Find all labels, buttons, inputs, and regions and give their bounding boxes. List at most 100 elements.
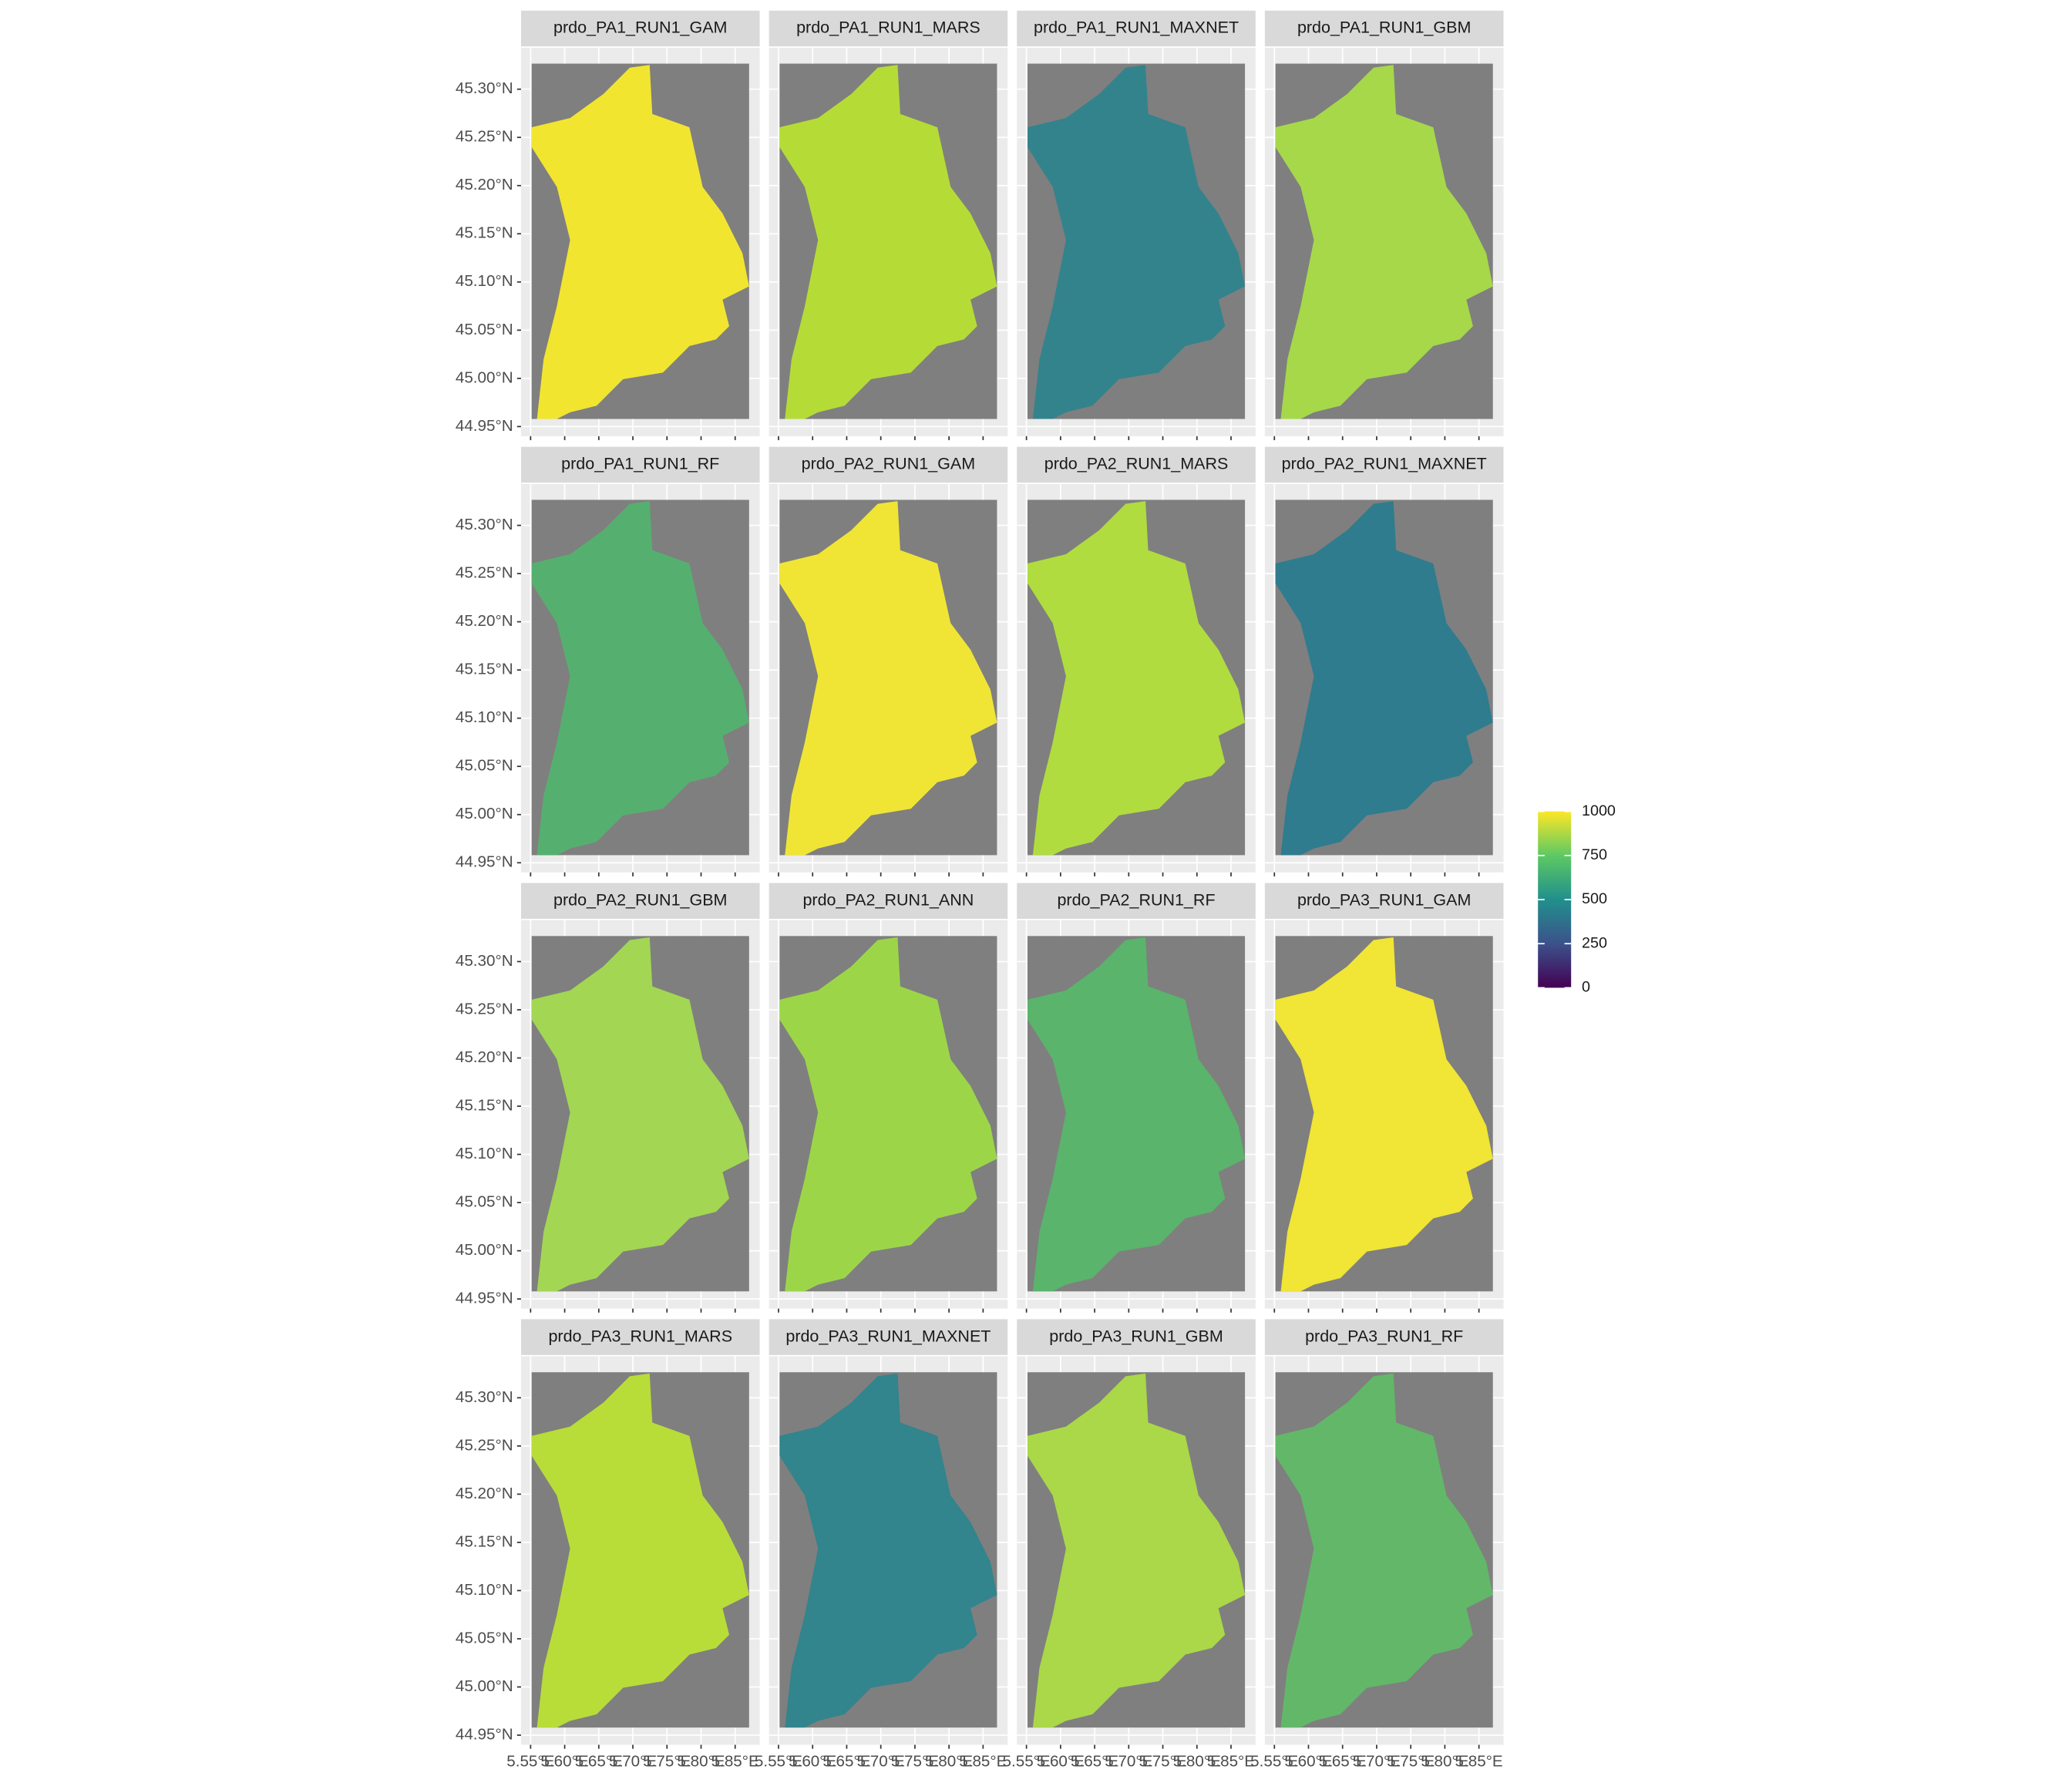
x-tick-label: 5.75°E: [1387, 1752, 1435, 1770]
x-tick-label: 5.70°E: [1105, 1752, 1152, 1770]
y-tick-label: 45.30°N: [456, 516, 513, 533]
prediction-raster: [531, 937, 749, 1292]
strip: [769, 883, 1008, 919]
y-tick-label: 45.25°N: [456, 564, 513, 582]
strip: [520, 10, 760, 47]
y-tick-label: 45.25°N: [456, 1000, 513, 1018]
legend-label: 1000: [1582, 802, 1616, 819]
x-tick-label: 5.70°E: [609, 1752, 657, 1770]
x-tick-label: 5.65°E: [1071, 1752, 1118, 1770]
y-tick-label: 45.05°N: [456, 321, 513, 338]
prediction-raster: [779, 937, 997, 1292]
y-tick-label: 45.10°N: [456, 1145, 513, 1162]
x-tick-label: 5.65°E: [822, 1752, 870, 1770]
y-tick-label: 44.95°N: [456, 1725, 513, 1743]
y-tick-label: 45.00°N: [456, 805, 513, 822]
y-tick-label: 45.15°N: [456, 1096, 513, 1114]
x-tick-label: 5.65°E: [575, 1752, 623, 1770]
x-tick-label: 5.55°E: [755, 1752, 802, 1770]
x-tick-label: 5.60°E: [1037, 1752, 1085, 1770]
strip-title: prdo_PA3_RUN1_MARS: [548, 1327, 732, 1345]
y-tick-label: 45.15°N: [456, 1532, 513, 1550]
y-tick-label: 44.95°N: [456, 1290, 513, 1307]
strip-title: prdo_PA2_RUN1_MAXNET: [1282, 455, 1487, 473]
y-tick-label: 45.10°N: [456, 1581, 513, 1599]
strip-title: prdo_PA3_RUN1_MAXNET: [785, 1327, 991, 1345]
prediction-raster: [531, 501, 749, 856]
y-tick-label: 44.95°N: [456, 417, 513, 435]
strip-title: prdo_PA3_RUN1_GAM: [1297, 890, 1471, 909]
x-tick-label: 5.80°E: [925, 1752, 973, 1770]
strip: [1017, 1319, 1256, 1355]
strip-title: prdo_PA1_RUN1_MAXNET: [1034, 18, 1239, 37]
x-tick-label: 5.60°E: [789, 1752, 836, 1770]
legend-label: 0: [1582, 979, 1590, 996]
y-tick-label: 45.15°N: [456, 224, 513, 242]
y-tick-label: 45.20°N: [456, 1485, 513, 1502]
prediction-raster: [1275, 1373, 1493, 1728]
prediction-raster: [1275, 65, 1493, 419]
x-tick-label: 5.80°E: [1421, 1752, 1468, 1770]
prediction-raster: [1028, 501, 1246, 856]
y-tick-label: 45.25°N: [456, 1436, 513, 1454]
prediction-raster: [1275, 501, 1493, 856]
strip: [520, 446, 760, 483]
y-tick-label: 45.05°N: [456, 1193, 513, 1211]
y-tick-label: 45.00°N: [456, 1677, 513, 1695]
x-tick-label: 5.70°E: [857, 1752, 905, 1770]
x-tick-label: 5.85°E: [959, 1752, 1007, 1770]
y-tick-label: 45.25°N: [456, 128, 513, 146]
strip-title: prdo_PA3_RUN1_GBM: [1049, 1327, 1223, 1345]
x-tick-label: 5.70°E: [1353, 1752, 1401, 1770]
y-tick-label: 45.20°N: [456, 176, 513, 193]
x-tick-label: 5.60°E: [1284, 1752, 1332, 1770]
y-tick-label: 45.05°N: [456, 1629, 513, 1646]
strip-title: prdo_PA3_RUN1_RF: [1305, 1327, 1463, 1345]
strip: [1264, 446, 1504, 483]
y-tick-label: 45.20°N: [456, 1048, 513, 1066]
y-tick-label: 45.15°N: [456, 661, 513, 678]
x-tick-label: 5.55°E: [1003, 1752, 1051, 1770]
prediction-raster: [1028, 937, 1246, 1292]
strip: [520, 883, 760, 919]
strip: [1017, 446, 1256, 483]
x-tick-label: 5.60°E: [540, 1752, 588, 1770]
strip-title: prdo_PA2_RUN1_MARS: [1044, 455, 1229, 473]
legend-label: 500: [1582, 890, 1607, 907]
x-tick-label: 5.80°E: [677, 1752, 725, 1770]
y-tick-label: 45.10°N: [456, 708, 513, 726]
strip-title: prdo_PA1_RUN1_RF: [561, 455, 719, 473]
legend-label: 750: [1582, 846, 1607, 863]
prediction-raster: [779, 501, 997, 856]
prediction-raster: [779, 65, 997, 419]
x-tick-label: 5.75°E: [643, 1752, 691, 1770]
y-tick-label: 45.30°N: [456, 1388, 513, 1406]
y-tick-label: 45.00°N: [456, 368, 513, 386]
strip: [769, 10, 1008, 47]
strip: [1264, 10, 1504, 47]
strip: [520, 1319, 760, 1355]
x-tick-label: 5.85°E: [1207, 1752, 1255, 1770]
prediction-raster: [531, 65, 749, 419]
strip: [1017, 883, 1256, 919]
x-tick-label: 5.65°E: [1319, 1752, 1367, 1770]
strip: [769, 446, 1008, 483]
plot-area: prdo_PA1_RUN1_GAM 44.95°N 45.00°N 45.05°N 45…: [456, 10, 1616, 1770]
strip-title: prdo_PA2_RUN1_ANN: [802, 890, 974, 909]
strip-title: prdo_PA2_RUN1_GBM: [553, 890, 727, 909]
legend-label: 250: [1582, 934, 1607, 951]
x-tick-label: 5.85°E: [711, 1752, 759, 1770]
y-tick-label: 45.30°N: [456, 79, 513, 97]
y-tick-label: 45.10°N: [456, 272, 513, 290]
y-tick-label: 45.05°N: [456, 757, 513, 775]
y-tick-label: 45.00°N: [456, 1241, 513, 1259]
strip-title: prdo_PA1_RUN1_MARS: [796, 18, 980, 37]
y-tick-label: 44.95°N: [456, 853, 513, 871]
x-tick-label: 5.75°E: [1139, 1752, 1186, 1770]
strip-title: prdo_PA2_RUN1_RF: [1057, 890, 1215, 909]
prediction-raster: [1028, 65, 1246, 419]
x-tick-label: 5.55°E: [1250, 1752, 1298, 1770]
x-tick-label: 5.55°E: [506, 1752, 554, 1770]
x-tick-label: 5.75°E: [891, 1752, 939, 1770]
